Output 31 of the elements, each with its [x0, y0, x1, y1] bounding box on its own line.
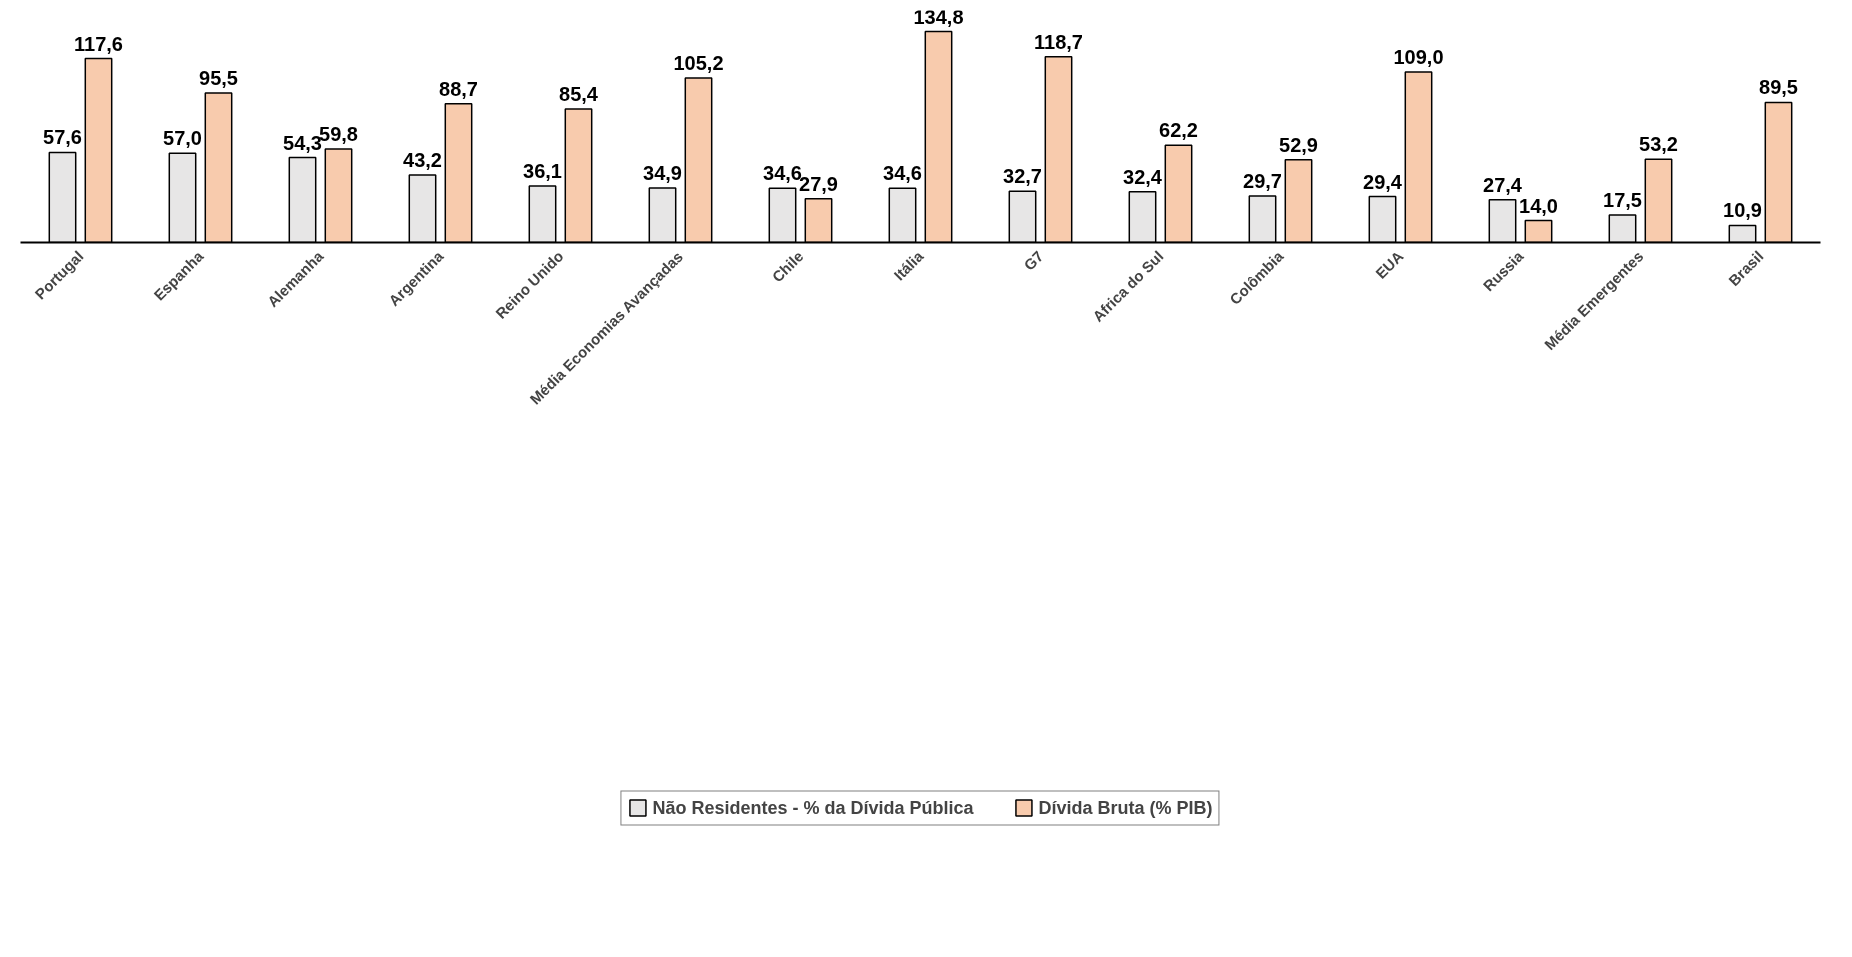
data-label: 85,4	[559, 82, 599, 105]
data-label: 53,2	[1639, 133, 1678, 156]
data-label: 29,7	[1243, 170, 1282, 193]
data-label: 59,8	[319, 122, 358, 145]
data-label: 88,7	[439, 77, 478, 100]
data-label: 95,5	[199, 67, 238, 90]
data-label: 34,6	[763, 162, 802, 185]
data-label: 14,0	[1519, 194, 1558, 217]
data-label: 109,0	[1393, 45, 1444, 68]
data-label: 43,2	[403, 148, 442, 171]
legend-label: Dívida Bruta (% PIB)	[1038, 797, 1213, 819]
data-label: 17,5	[1603, 189, 1642, 212]
data-label: 32,7	[1003, 165, 1042, 188]
data-label: 36,1	[523, 160, 562, 183]
data-label: 34,9	[643, 161, 682, 184]
data-label: 118,7	[1034, 30, 1083, 53]
x-tick-label: G7	[1020, 247, 1047, 274]
data-label: 34,6	[883, 162, 922, 185]
data-label: 105,2	[673, 51, 724, 74]
data-label: 57,6	[43, 126, 82, 149]
data-label: 10,9	[1723, 199, 1762, 222]
data-label: 117,6	[74, 32, 123, 55]
data-label: 89,5	[1759, 76, 1798, 99]
data-label: 27,4	[1483, 173, 1523, 196]
data-label: 134,8	[913, 5, 964, 28]
data-label: 29,4	[1363, 170, 1403, 193]
data-label: 57,0	[163, 127, 202, 150]
data-label: 52,9	[1279, 133, 1318, 156]
data-label: 62,2	[1159, 119, 1198, 142]
data-label: 32,4	[1123, 165, 1163, 188]
legend-label: Não Residentes - % da Dívida Pública	[652, 797, 974, 819]
